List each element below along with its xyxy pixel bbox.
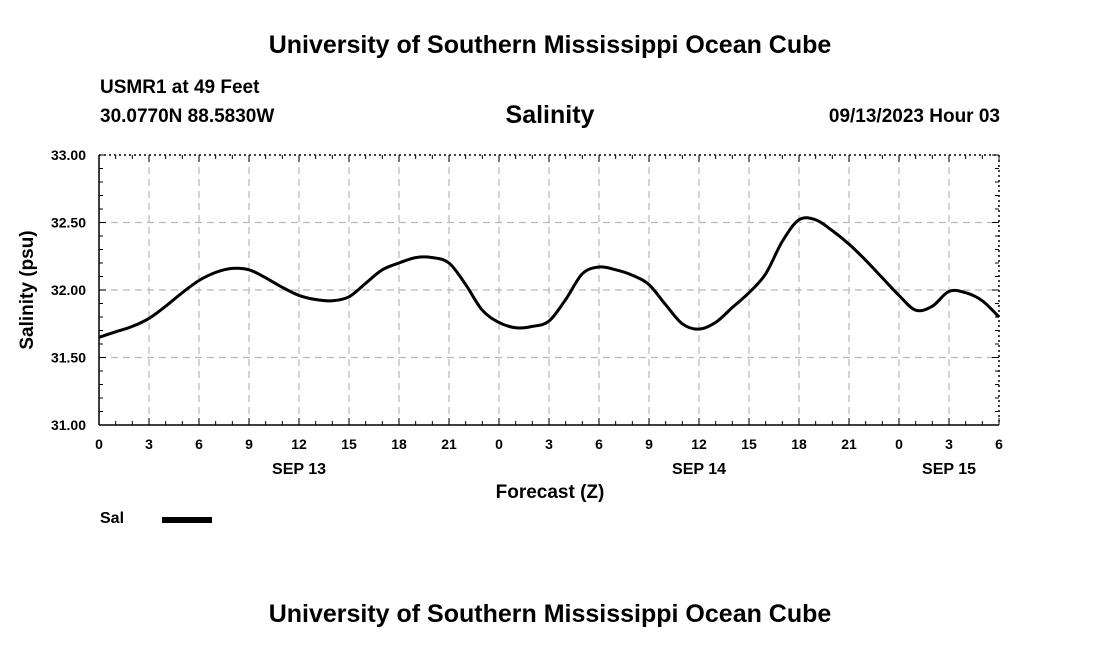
legend-line-swatch <box>162 517 212 523</box>
x-tick-label: 9 <box>645 436 653 452</box>
x-tick-label: 15 <box>741 436 757 452</box>
x-tick-label: 6 <box>595 436 603 452</box>
x-tick-label: 3 <box>545 436 553 452</box>
x-date-label: SEP 13 <box>272 461 326 478</box>
y-tick-label: 33.00 <box>51 147 86 163</box>
x-tick-label: 9 <box>245 436 253 452</box>
y-tick-label: 31.00 <box>51 417 86 433</box>
x-tick-label: 0 <box>895 436 903 452</box>
x-tick-label: 12 <box>691 436 707 452</box>
y-tick-label: 31.50 <box>51 350 86 366</box>
legend-label: Sal <box>100 510 125 527</box>
forecast-datetime: 09/13/2023 Hour 03 <box>828 106 1000 127</box>
salinity-series-line <box>98 216 1001 339</box>
station-coordinates: 30.0770N 88.5830W <box>100 106 275 127</box>
page-title: University of Southern Mississippi Ocean… <box>268 31 832 59</box>
y-tick-label: 32.00 <box>51 282 86 298</box>
x-tick-label: 21 <box>841 436 857 452</box>
x-tick-label: 18 <box>791 436 807 452</box>
x-tick-label: 6 <box>995 436 1003 452</box>
x-tick-label: 0 <box>95 436 103 452</box>
y-tick-label: 32.50 <box>51 215 86 231</box>
footer-title: University of Southern Mississippi Ocean… <box>268 600 832 628</box>
x-tick-label: 15 <box>341 436 357 452</box>
x-axis-label: Forecast (Z) <box>495 482 605 503</box>
x-tick-label: 12 <box>291 436 307 452</box>
plot-title: Salinity <box>505 101 595 129</box>
x-tick-label: 6 <box>195 436 203 452</box>
x-tick-label: 21 <box>441 436 457 452</box>
x-tick-label: 3 <box>945 436 953 452</box>
station-label: USMR1 at 49 Feet <box>100 77 260 98</box>
y-axis-label: Salinity (psu) <box>17 230 38 350</box>
x-date-label: SEP 15 <box>922 461 976 478</box>
x-tick-label: 18 <box>391 436 407 452</box>
x-tick-label: 0 <box>495 436 503 452</box>
x-tick-label: 3 <box>145 436 153 452</box>
x-date-label: SEP 14 <box>672 461 726 478</box>
